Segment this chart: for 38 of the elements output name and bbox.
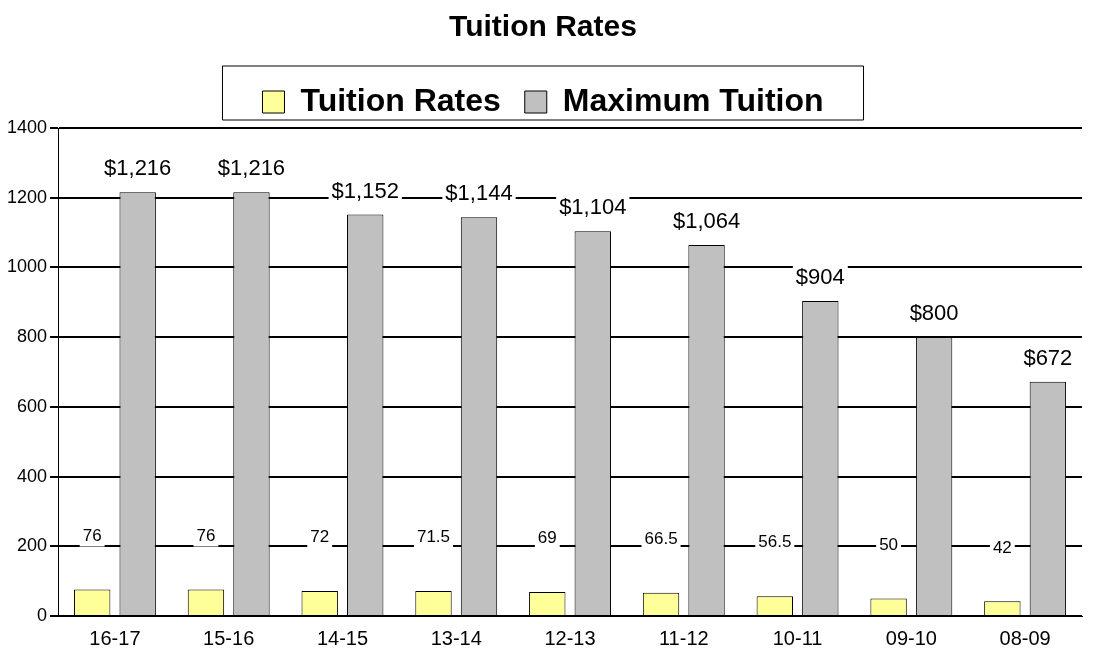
legend-label: Maximum Tuition	[562, 81, 824, 118]
data-label: $904	[795, 263, 845, 289]
x-tick-label: 14-15	[316, 626, 369, 649]
y-tick-label: 600	[17, 395, 48, 416]
data-label: $1,216	[217, 155, 286, 181]
y-tick-label: 1200	[7, 186, 48, 207]
data-label: 56.5	[758, 532, 792, 552]
data-label: 71.5	[416, 527, 451, 547]
chart-title: Tuition Rates	[449, 9, 637, 43]
data-label: 72	[310, 527, 330, 547]
data-label: $1,144	[445, 180, 513, 206]
data-label: 50	[879, 534, 899, 554]
legend-label: Tuition Rates	[300, 81, 501, 118]
data-label: 76	[82, 525, 102, 545]
x-tick-label: 10-11	[772, 626, 823, 649]
data-label: $800	[909, 300, 959, 326]
x-tick-label: 11-12	[658, 626, 709, 649]
data-label: $1,216	[104, 155, 172, 181]
data-label: 66.5	[644, 529, 678, 549]
data-label: $1,104	[559, 194, 627, 220]
data-label: $672	[1023, 344, 1073, 370]
y-tick-label: 0	[37, 604, 48, 625]
data-label: 69	[537, 528, 557, 548]
data-label: 76	[196, 525, 216, 545]
x-tick-label: 13-14	[430, 626, 482, 649]
y-tick-label: 400	[17, 465, 48, 486]
y-tick-label: 200	[17, 535, 48, 556]
y-tick-label: 1000	[7, 256, 48, 277]
x-tick-label: 12-13	[544, 626, 596, 649]
x-tick-label: 15-16	[203, 626, 255, 649]
y-tick-label: 1400	[7, 116, 48, 137]
x-tick-label: 16-17	[89, 626, 141, 649]
data-label: 42	[992, 537, 1012, 557]
data-label: $1,064	[672, 208, 741, 234]
data-label: $1,152	[331, 177, 399, 203]
x-tick-label: 09-10	[885, 626, 937, 649]
x-tick-label: 08-09	[999, 626, 1051, 649]
y-tick-label: 800	[17, 326, 48, 347]
